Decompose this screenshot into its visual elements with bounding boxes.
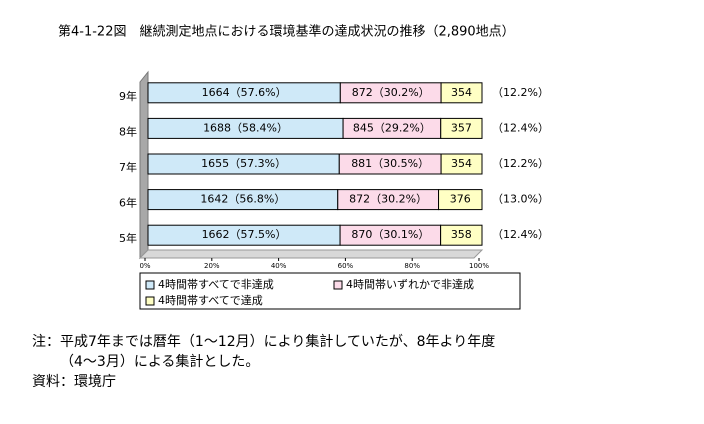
- note: 資料：環境庁: [32, 374, 116, 390]
- value-label: 872（30.2%）: [349, 193, 427, 206]
- value-label: 358: [451, 228, 472, 241]
- x-tick-label: 20%: [204, 262, 220, 270]
- value-label: 1664（57.6%）: [202, 86, 287, 99]
- outer-label: （12.4%）: [492, 228, 549, 241]
- y-tick-label: 9年: [119, 89, 137, 103]
- note: 注：平成7年までは暦年（1～12月）により集計していたが、8年より年度: [32, 333, 495, 350]
- outer-label: （13.0%）: [492, 193, 549, 206]
- legend-swatch: [145, 280, 155, 290]
- value-label: 1655（57.3%）: [201, 157, 286, 170]
- x-tick-label: 40%: [271, 262, 287, 270]
- value-label: 870（30.1%）: [351, 228, 429, 241]
- outer-label: （12.4%）: [492, 121, 549, 134]
- value-label: 1688（58.4%）: [203, 121, 288, 134]
- bar-segment: [440, 224, 483, 246]
- floor: [138, 249, 484, 259]
- bar-segment: [438, 189, 483, 211]
- note: （4～3月）による集計とした。: [60, 353, 259, 370]
- x-tick-label: 100%: [469, 262, 489, 270]
- legend-label: 4時間帯いずれかで非達成: [346, 278, 474, 291]
- x-tick-label: 80%: [404, 262, 420, 270]
- bar-segment: [440, 82, 483, 104]
- y-tick-label: 8年: [119, 124, 137, 138]
- y-tick-label: 5年: [119, 231, 137, 245]
- x-tick-label: 0%: [139, 262, 150, 270]
- value-label: 881（30.5%）: [351, 157, 429, 170]
- legend-label: 4時間帯すべてで非達成: [158, 278, 274, 291]
- value-label: 376: [450, 193, 471, 206]
- x-tick-label: 60%: [338, 262, 354, 270]
- value-label: 357: [451, 121, 472, 134]
- legend-swatch: [333, 280, 343, 290]
- y-tick-label: 6年: [119, 196, 137, 210]
- value-label: 845（29.2%）: [353, 121, 431, 134]
- bar-segment: [440, 153, 483, 175]
- y-tick-label: 7年: [119, 160, 137, 174]
- legend-box: [139, 272, 521, 310]
- value-label: 1662（57.5%）: [202, 228, 287, 241]
- legend-label: 4時間帯すべてで達成: [158, 294, 263, 307]
- wall: [139, 70, 149, 260]
- value-label: 354: [451, 86, 472, 99]
- value-label: 354: [451, 157, 472, 170]
- value-label: 872（30.2%）: [352, 86, 430, 99]
- bar-segment: [440, 117, 483, 139]
- value-label: 1642（56.8%）: [200, 193, 285, 206]
- outer-label: （12.2%）: [492, 157, 549, 170]
- legend-swatch: [145, 296, 155, 306]
- chart-title: 第4-1-22図 継続測定地点における環境基準の達成状況の推移（2,890地点）: [58, 24, 515, 40]
- outer-label: （12.2%）: [492, 86, 549, 99]
